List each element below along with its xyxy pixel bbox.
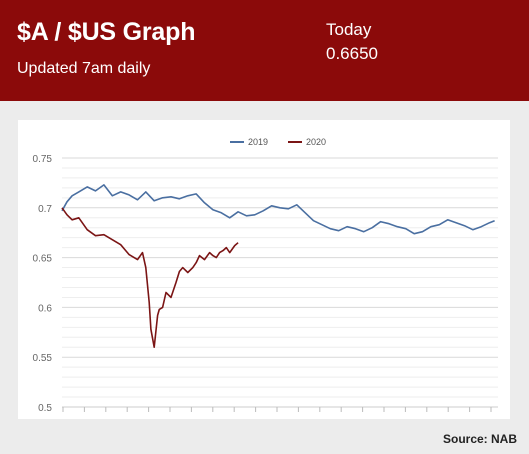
y-tick-label: 0.55 [33, 353, 53, 364]
page-title: $A / $US Graph [17, 18, 196, 46]
y-tick-label: 0.6 [38, 303, 52, 314]
grid [62, 157, 498, 408]
header-banner: $A / $US Graph Updated 7am daily Today 0… [0, 0, 529, 101]
y-axis: 0.75 0.7 0.65 0.6 0.55 0.5 [33, 154, 53, 414]
legend: 2019 2020 [230, 137, 326, 147]
chart-panel: 0.75 0.7 0.65 0.6 0.55 0.5 2019 2020 Source: N… [0, 101, 529, 454]
series-line-2019 [61, 184, 495, 235]
y-tick-label: 0.5 [38, 403, 52, 414]
chart-card: 0.75 0.7 0.65 0.6 0.55 0.5 2019 2020 [18, 120, 510, 419]
today-label: Today [326, 20, 372, 39]
series-lines [61, 184, 495, 348]
y-tick-label: 0.75 [33, 154, 53, 165]
y-tick-label: 0.65 [33, 254, 53, 265]
x-axis [62, 406, 498, 412]
source-note: Source: NAB [442, 432, 517, 446]
legend-label-2020: 2020 [306, 137, 326, 147]
y-tick-label: 0.7 [38, 204, 52, 215]
legend-label-2019: 2019 [248, 137, 268, 147]
today-rate-value: 0.6650 [326, 44, 378, 63]
series-line-2020 [61, 207, 239, 348]
update-note: Updated 7am daily [17, 60, 151, 77]
exchange-rate-chart: 0.75 0.7 0.65 0.6 0.55 0.5 2019 2020 [33, 137, 498, 414]
